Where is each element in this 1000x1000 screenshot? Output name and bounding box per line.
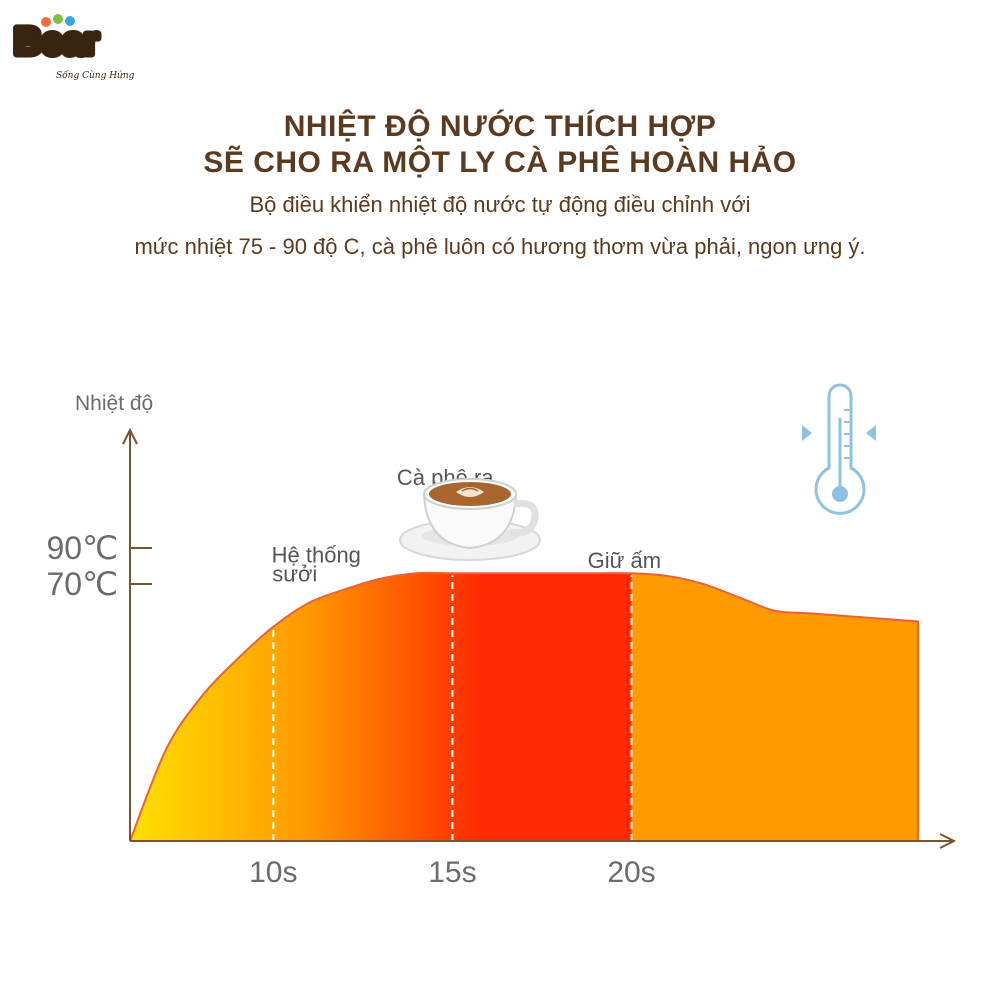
x-tick-label: 10s: [249, 856, 297, 889]
brand-logo: Bear Bear Sống Cùng Hứng: [8, 8, 138, 88]
chart-annotation: Hệ thống: [272, 543, 361, 568]
coffee-cup-icon: [399, 478, 541, 561]
logo-dot-green: [53, 14, 63, 24]
chart-annotation: Giữ ấm: [588, 548, 661, 573]
x-tick-label: 15s: [428, 856, 476, 889]
warming-area: [631, 573, 919, 841]
heating-area: [130, 572, 632, 841]
headline-line-1: NHIỆT ĐỘ NƯỚC THÍCH HỢP: [283, 110, 717, 143]
thermometer-icon: [802, 383, 876, 515]
logo-tagline: Sống Cùng Hứng: [56, 70, 135, 81]
y-tick-label: 70℃: [46, 566, 118, 602]
headline-line-2: SẼ CHO RA MỘT LY CÀ PHÊ HOÀN HẢO: [203, 146, 797, 179]
y-tick-label: 90℃: [46, 530, 118, 566]
description-line-2: mức nhiệt 75 - 90 độ C, cà phê luôn có h…: [134, 234, 866, 259]
x-tick-label: 20s: [607, 856, 655, 889]
y-axis-arrow: [122, 427, 138, 445]
x-axis-arrow: [939, 833, 957, 849]
logo-dot-blue: [65, 16, 75, 26]
chart-annotation: sưởi: [272, 561, 317, 586]
description-line-1: Bộ điều khiển nhiệt độ nước tự động điều…: [249, 192, 751, 217]
logo-outline: Bear: [14, 21, 99, 63]
logo-text: Bear: [14, 21, 99, 63]
temperature-curve: [129, 571, 920, 842]
y-axis-label: Nhiệt độ: [75, 392, 153, 415]
logo-dot-orange: [41, 17, 51, 27]
